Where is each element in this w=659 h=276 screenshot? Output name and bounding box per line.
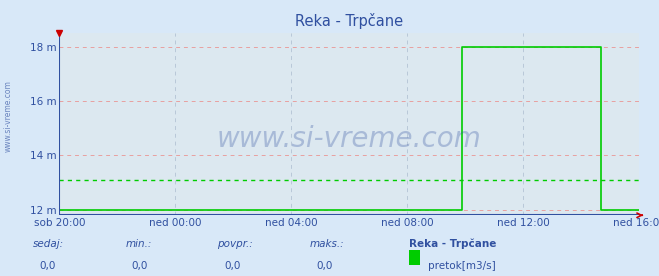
Text: 0,0: 0,0: [316, 261, 333, 271]
Text: povpr.:: povpr.:: [217, 239, 253, 249]
Text: 0,0: 0,0: [40, 261, 56, 271]
Text: Reka - Trpčane: Reka - Trpčane: [409, 239, 496, 249]
Text: 0,0: 0,0: [132, 261, 148, 271]
Text: 0,0: 0,0: [224, 261, 241, 271]
Text: www.si-vreme.com: www.si-vreme.com: [3, 80, 13, 152]
Text: www.si-vreme.com: www.si-vreme.com: [217, 125, 482, 153]
Text: pretok[m3/s]: pretok[m3/s]: [428, 261, 496, 271]
Text: maks.:: maks.:: [310, 239, 345, 249]
Text: min.:: min.:: [125, 239, 152, 249]
Title: Reka - Trpčane: Reka - Trpčane: [295, 13, 403, 29]
Text: sedaj:: sedaj:: [33, 239, 64, 249]
